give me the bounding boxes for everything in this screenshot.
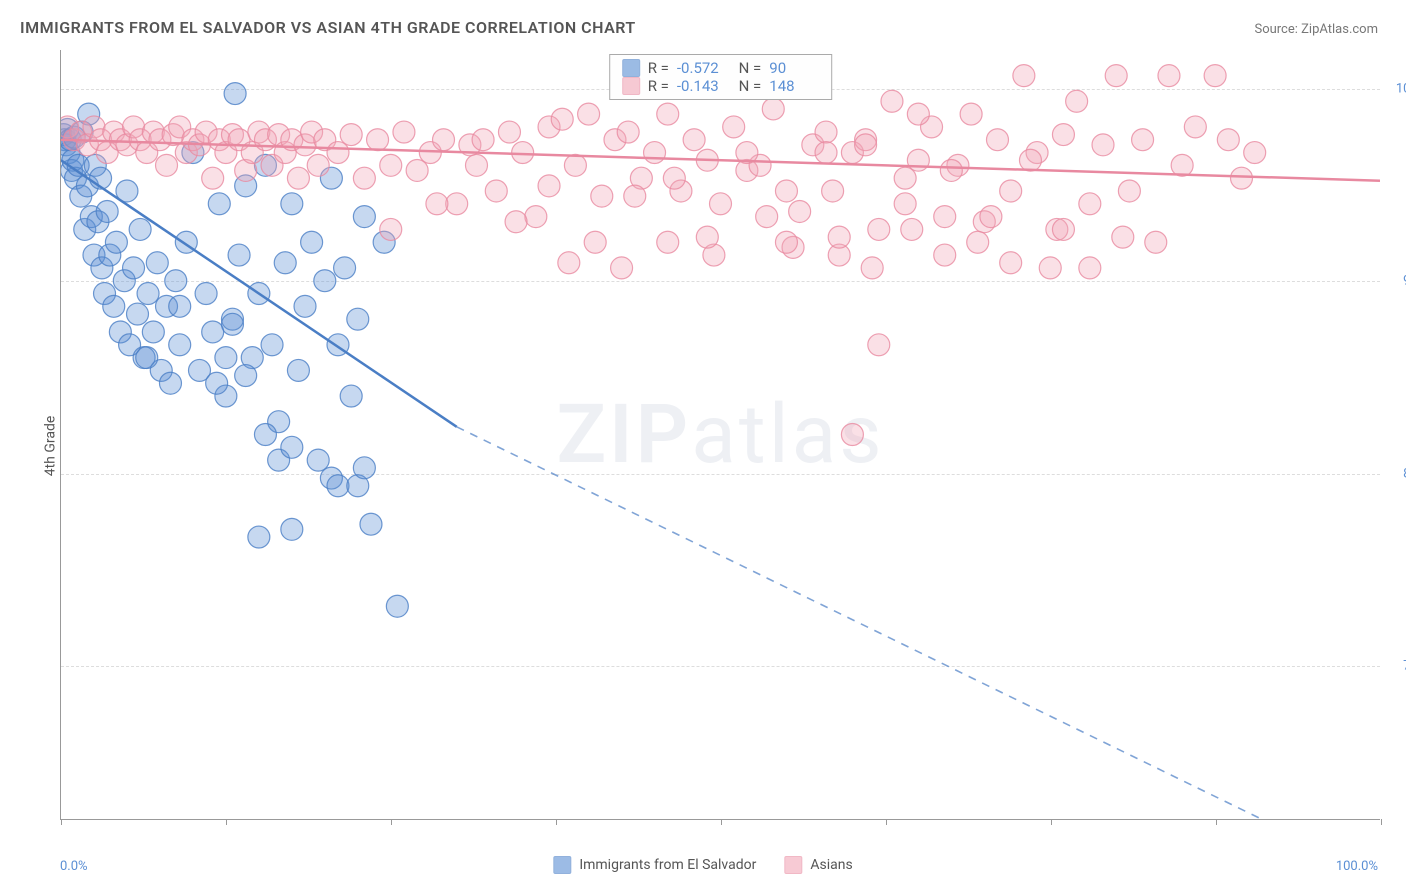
y-tick-label: 92.5% bbox=[1388, 274, 1406, 289]
stats-n-label: N = bbox=[735, 59, 761, 77]
x-tick bbox=[1051, 819, 1052, 825]
x-tick bbox=[391, 819, 392, 825]
x-tick bbox=[226, 819, 227, 825]
x-tick bbox=[61, 819, 62, 825]
stats-r-label: R = bbox=[648, 77, 669, 95]
source-value: ZipAtlas.com bbox=[1301, 22, 1378, 37]
x-axis-min-label: 0.0% bbox=[60, 859, 88, 874]
legend-swatch-asians bbox=[784, 856, 802, 874]
x-tick bbox=[886, 819, 887, 825]
stats-box: R = -0.572 N = 90 R = -0.143 N = 148 bbox=[609, 54, 833, 100]
legend-bottom: Immigrants from El Salvador Asians bbox=[553, 856, 852, 874]
x-tick bbox=[1216, 819, 1217, 825]
stats-swatch-asians bbox=[622, 77, 640, 95]
stats-row-asians: R = -0.143 N = 148 bbox=[622, 77, 820, 95]
stats-swatch-el-salvador bbox=[622, 59, 640, 77]
y-tick-label: 77.5% bbox=[1388, 659, 1406, 674]
source-label: Source: ZipAtlas.com bbox=[1254, 22, 1378, 37]
stats-n-label: N = bbox=[735, 77, 761, 95]
legend-label-el-salvador: Immigrants from El Salvador bbox=[579, 857, 756, 873]
y-axis-label: 4th Grade bbox=[42, 416, 58, 477]
x-axis-max-label: 100.0% bbox=[1336, 859, 1378, 874]
plot-svg bbox=[61, 50, 1380, 819]
legend-item-el-salvador: Immigrants from El Salvador bbox=[553, 856, 756, 874]
x-tick bbox=[721, 819, 722, 825]
stats-r-value-el-salvador: -0.572 bbox=[677, 59, 727, 77]
legend-swatch-el-salvador bbox=[553, 856, 571, 874]
legend-label-asians: Asians bbox=[810, 857, 852, 873]
x-tick bbox=[1381, 819, 1382, 825]
legend-item-asians: Asians bbox=[784, 856, 852, 874]
stats-r-label: R = bbox=[648, 59, 669, 77]
stats-row-el-salvador: R = -0.572 N = 90 bbox=[622, 59, 820, 77]
chart-title: IMMIGRANTS FROM EL SALVADOR VS ASIAN 4TH… bbox=[20, 18, 636, 37]
y-tick-label: 85.0% bbox=[1388, 466, 1406, 481]
source-prefix: Source: bbox=[1254, 22, 1301, 37]
x-tick bbox=[556, 819, 557, 825]
stats-n-value-asians: 148 bbox=[769, 77, 819, 95]
stats-n-value-el-salvador: 90 bbox=[769, 59, 819, 77]
stats-r-value-asians: -0.143 bbox=[677, 77, 727, 95]
plot-area: ZIPatlas R = -0.572 N = 90 R = -0.143 N … bbox=[60, 50, 1380, 820]
y-tick-label: 100.0% bbox=[1388, 81, 1406, 96]
chart-container: IMMIGRANTS FROM EL SALVADOR VS ASIAN 4TH… bbox=[0, 0, 1406, 892]
